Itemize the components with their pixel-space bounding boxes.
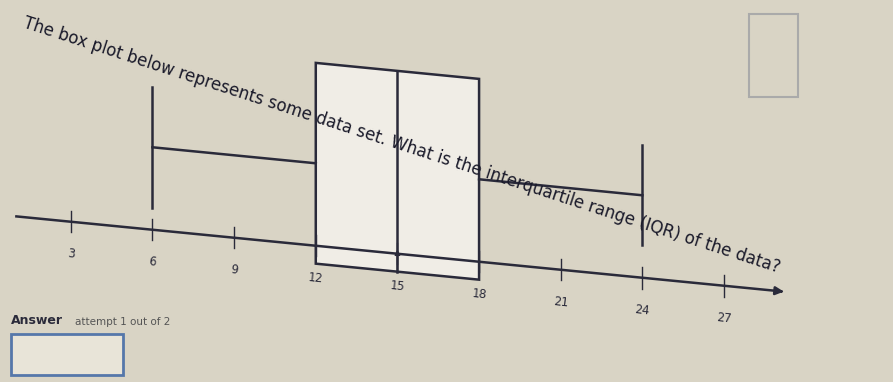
Text: Answer: Answer (11, 314, 63, 327)
Text: 12: 12 (307, 271, 324, 285)
Text: The box plot below represents some data set. What is the interquartile range (IQ: The box plot below represents some data … (21, 14, 783, 277)
Text: 27: 27 (716, 311, 732, 325)
Polygon shape (316, 63, 479, 280)
Text: 24: 24 (634, 303, 650, 317)
Text: 6: 6 (148, 255, 157, 269)
Text: 18: 18 (471, 287, 488, 301)
Text: 15: 15 (389, 279, 405, 293)
Text: 3: 3 (66, 247, 75, 261)
FancyBboxPatch shape (11, 334, 123, 376)
Text: 9: 9 (230, 263, 238, 277)
FancyBboxPatch shape (749, 14, 797, 97)
Text: 21: 21 (553, 295, 569, 309)
Text: attempt 1 out of 2: attempt 1 out of 2 (75, 317, 171, 327)
